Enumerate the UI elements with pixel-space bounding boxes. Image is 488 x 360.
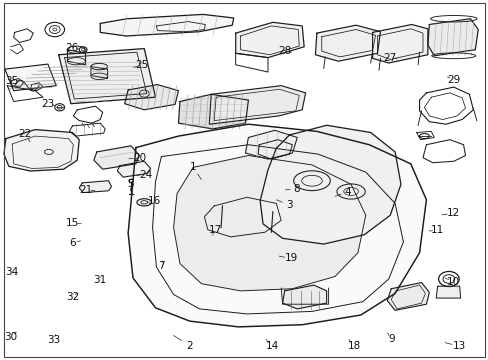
Text: 24: 24 [139, 170, 152, 180]
Polygon shape [372, 24, 427, 63]
Polygon shape [282, 285, 326, 309]
Polygon shape [173, 156, 365, 291]
Polygon shape [100, 14, 233, 36]
Text: 17: 17 [208, 225, 222, 235]
Polygon shape [245, 130, 297, 159]
Text: 33: 33 [47, 335, 61, 345]
Polygon shape [79, 181, 111, 193]
Text: 12: 12 [446, 208, 460, 218]
Text: 14: 14 [265, 341, 279, 351]
Text: 34: 34 [5, 267, 19, 277]
Text: 15: 15 [65, 218, 79, 228]
Text: 16: 16 [147, 196, 161, 206]
Text: 32: 32 [65, 292, 79, 302]
Polygon shape [178, 94, 248, 129]
Text: 26: 26 [65, 42, 79, 53]
Text: 19: 19 [284, 253, 298, 264]
Text: 8: 8 [292, 184, 299, 194]
Polygon shape [124, 85, 178, 110]
Polygon shape [427, 19, 477, 56]
Text: 20: 20 [133, 153, 145, 163]
Polygon shape [386, 283, 428, 310]
Text: 29: 29 [446, 75, 460, 85]
Polygon shape [258, 140, 292, 159]
Text: 21: 21 [79, 185, 92, 195]
Text: 2: 2 [186, 341, 193, 351]
Polygon shape [4, 130, 79, 171]
Polygon shape [5, 64, 56, 91]
Text: 22: 22 [18, 129, 31, 139]
Polygon shape [117, 161, 150, 177]
Polygon shape [128, 124, 426, 327]
Text: 13: 13 [452, 341, 466, 351]
Text: 31: 31 [93, 275, 107, 285]
Text: 3: 3 [285, 200, 292, 210]
Text: 25: 25 [135, 60, 148, 70]
Text: 7: 7 [158, 261, 164, 271]
Polygon shape [435, 286, 460, 298]
Text: 11: 11 [430, 225, 444, 235]
Text: 10: 10 [447, 276, 459, 287]
Text: 35: 35 [5, 76, 19, 86]
Polygon shape [59, 49, 155, 104]
Text: 18: 18 [346, 341, 360, 351]
Text: 30: 30 [4, 332, 17, 342]
Text: 23: 23 [41, 99, 55, 109]
Polygon shape [315, 25, 380, 61]
Polygon shape [235, 22, 304, 58]
Text: 4: 4 [344, 186, 351, 197]
Text: 28: 28 [277, 46, 291, 56]
Polygon shape [94, 146, 139, 169]
Text: 1: 1 [189, 162, 196, 172]
Text: 5: 5 [127, 179, 134, 189]
Text: 27: 27 [383, 53, 396, 63]
Text: 6: 6 [69, 238, 76, 248]
Text: 9: 9 [387, 334, 394, 345]
Polygon shape [260, 125, 400, 244]
Polygon shape [209, 86, 305, 124]
